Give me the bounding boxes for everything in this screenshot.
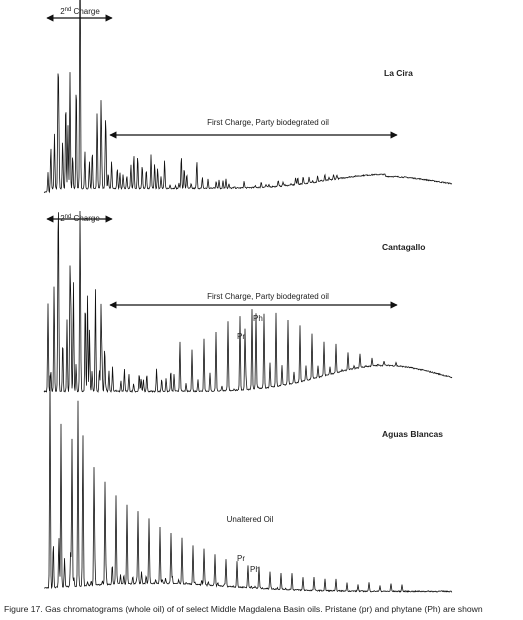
ordinal: nd [65, 214, 72, 220]
sample-name: Aguas Blancas [382, 429, 443, 439]
chromatogram-trace [43, 210, 453, 394]
marker-label: Ph [253, 314, 263, 323]
word: Charge [71, 7, 100, 16]
word: Charge [71, 214, 100, 223]
chromatogram-trace [43, 0, 453, 194]
second-charge-label: 2nd Charge [60, 214, 100, 223]
annotation: Unaltered Oil [227, 515, 274, 524]
sample-name: La Cira [384, 68, 413, 78]
chromatograms [43, 0, 453, 593]
number: 2 [60, 214, 65, 223]
marker-label: Ph [250, 565, 260, 574]
first-charge-label: First Charge, Party biodegrated oil [207, 118, 329, 127]
first-charge-label: First Charge, Party biodegrated oil [207, 292, 329, 301]
chromatogram-trace [44, 375, 453, 593]
marker-label: Pr [237, 332, 245, 341]
caption: Figure 17. Gas chromatograms (whole oil)… [4, 604, 483, 614]
number: 2 [60, 7, 65, 16]
sample-name: Cantagallo [382, 242, 425, 252]
second-charge-label: 2nd Charge [60, 7, 100, 16]
ordinal: nd [65, 7, 72, 13]
marker-label: Pr [237, 554, 245, 563]
